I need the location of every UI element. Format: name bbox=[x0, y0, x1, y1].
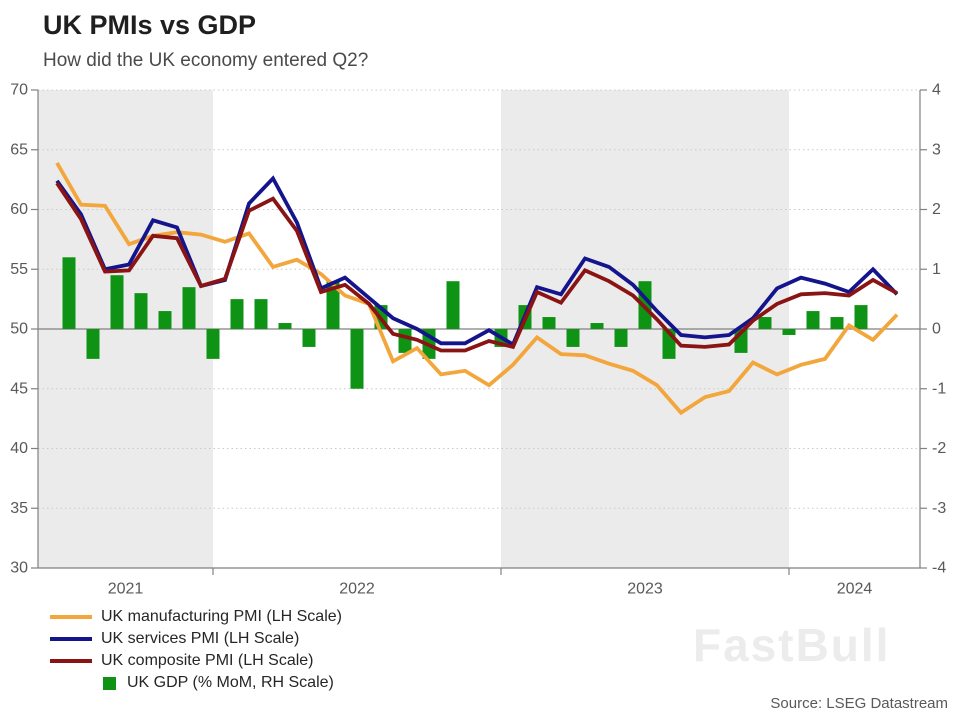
legend-label-gdp: UK GDP (% MoM, RH Scale) bbox=[127, 674, 334, 691]
right-axis-label--4: -4 bbox=[932, 560, 946, 577]
gdp-bar-apr-2023 bbox=[590, 323, 604, 329]
gdp-bar-may-2022 bbox=[326, 281, 340, 329]
gdp-bar-oct-2021 bbox=[158, 311, 172, 329]
right-axis-label--1: -1 bbox=[932, 380, 946, 397]
gdp-bar-sep-2021 bbox=[134, 293, 148, 329]
right-axis-label-4: 4 bbox=[932, 82, 941, 99]
legend-label-services: UK services PMI (LH Scale) bbox=[101, 630, 300, 647]
gdp-bar-swatch bbox=[103, 676, 116, 690]
legend-item-manufacturing: UK manufacturing PMI (LH Scale) bbox=[50, 606, 342, 628]
right-axis-label--3: -3 bbox=[932, 500, 946, 517]
gdp-bar-feb-2023 bbox=[542, 317, 556, 329]
right-axis-label-2: 2 bbox=[932, 201, 941, 218]
gdp-bar-nov-2023 bbox=[758, 317, 772, 329]
legend-label-manufacturing: UK manufacturing PMI (LH Scale) bbox=[101, 608, 342, 625]
left-axis-label-35: 35 bbox=[10, 500, 28, 517]
fastbull-watermark: FastBull bbox=[693, 619, 891, 671]
left-axis-label-30: 30 bbox=[10, 560, 28, 577]
x-axis-label-2023: 2023 bbox=[627, 581, 663, 598]
left-axis-label-55: 55 bbox=[10, 261, 28, 278]
manufacturing-line bbox=[55, 161, 899, 416]
gdp-bar-oct-2022 bbox=[446, 281, 460, 329]
legend-item-gdp: UK GDP (% MoM, RH Scale) bbox=[50, 672, 342, 694]
legend-item-services: UK services PMI (LH Scale) bbox=[50, 628, 342, 650]
gdp-bar-jun-2022 bbox=[350, 329, 364, 389]
right-axis-label-3: 3 bbox=[932, 141, 941, 158]
legend: UK manufacturing PMI (LH Scale) UK servi… bbox=[50, 606, 342, 694]
gdp-bar-mar-2022 bbox=[278, 323, 292, 329]
right-axis-label--2: -2 bbox=[932, 440, 946, 457]
left-axis-label-60: 60 bbox=[10, 201, 28, 218]
left-axis-label-40: 40 bbox=[10, 440, 28, 457]
page-subtitle: How did the UK economy entered Q2? bbox=[43, 50, 369, 71]
right-axis-label-0: 0 bbox=[932, 321, 941, 338]
gdp-bar-aug-2021 bbox=[110, 275, 124, 329]
right-axis-label-1: 1 bbox=[932, 261, 941, 278]
gdp-bar-jun-2021 bbox=[62, 257, 76, 329]
left-axis-label-45: 45 bbox=[10, 380, 28, 397]
gdp-bar-mar-2023 bbox=[566, 329, 580, 347]
x-axis-label-2021: 2021 bbox=[108, 581, 144, 598]
gdp-bar-nov-2021 bbox=[182, 287, 196, 329]
left-axis-label-65: 65 bbox=[10, 141, 28, 158]
gdp-bar-jul-2021 bbox=[86, 329, 100, 359]
composite-line bbox=[55, 182, 898, 353]
gdp-bar-dec-2021 bbox=[206, 329, 220, 359]
manufacturing-line-swatch bbox=[50, 615, 92, 619]
left-axis-label-70: 70 bbox=[10, 82, 28, 99]
legend-item-composite: UK composite PMI (LH Scale) bbox=[50, 650, 342, 672]
gdp-bar-jan-2024 bbox=[806, 311, 820, 329]
gdp-bar-feb-2024 bbox=[830, 317, 844, 329]
gdp-bar-aug-2022 bbox=[398, 329, 412, 353]
legend-label-composite: UK composite PMI (LH Scale) bbox=[101, 652, 314, 669]
gdp-bar-apr-2022 bbox=[302, 329, 316, 347]
left-axis-label-50: 50 bbox=[10, 321, 28, 338]
gdp-bar-mar-2024 bbox=[854, 305, 868, 329]
x-axis-label-2022: 2022 bbox=[339, 581, 375, 598]
gdp-bar-dec-2023 bbox=[782, 329, 796, 335]
page-title: UK PMIs vs GDP bbox=[43, 10, 257, 40]
services-line-swatch bbox=[50, 637, 92, 641]
gdp-bar-may-2023 bbox=[614, 329, 628, 347]
source-credit: Source: LSEG Datastream bbox=[770, 695, 948, 712]
gdp-bar-feb-2022 bbox=[254, 299, 268, 329]
gdp-bar-jan-2022 bbox=[230, 299, 244, 329]
x-axis-label-2024: 2024 bbox=[837, 581, 873, 598]
composite-line-swatch bbox=[50, 659, 92, 663]
